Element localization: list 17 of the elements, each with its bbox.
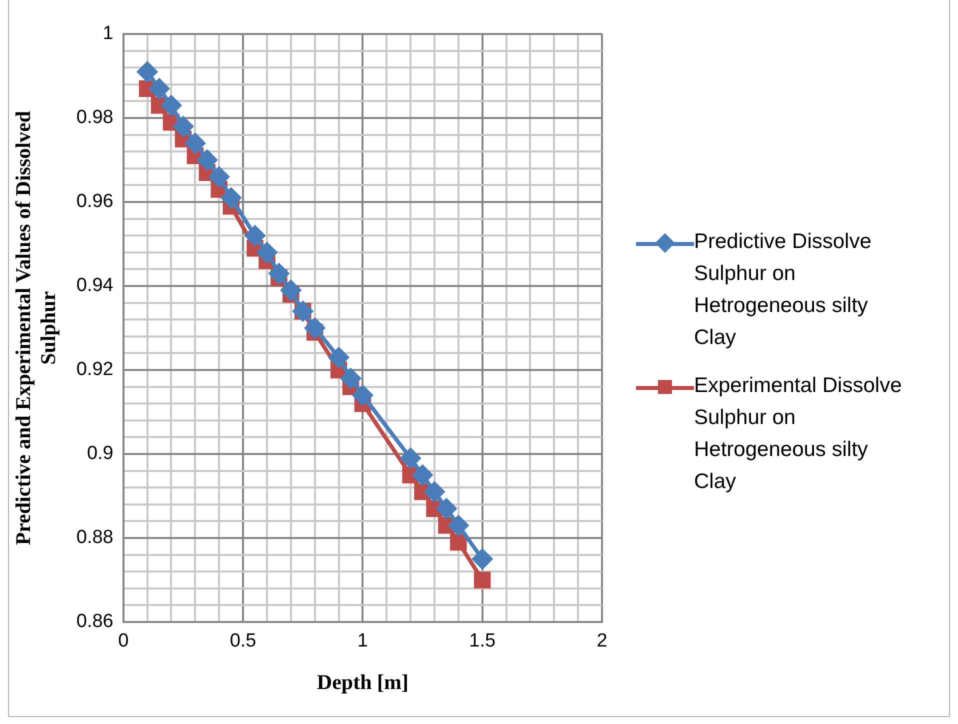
y-tick-label: 0.96 <box>76 191 114 212</box>
y-tick-label: 0.92 <box>76 359 114 380</box>
legend-label: Experimental Dissolve Sulphur on Hetrogeneous silty Clay <box>694 373 903 495</box>
y-axis-title: Predictive and Experimental Values of Dissolved Sulphur <box>11 110 60 546</box>
x-tick-label: 1 <box>357 630 368 652</box>
y-tick-label: 1 <box>102 23 114 44</box>
y-tick-label: 0.9 <box>86 443 114 464</box>
y-tick-label: 0.88 <box>76 527 114 548</box>
x-tick-label: 0.5 <box>230 630 256 652</box>
x-tick-label: 2 <box>596 630 608 652</box>
y-tick-label: 0.98 <box>76 107 114 128</box>
x-tick-label: 1.5 <box>469 630 496 652</box>
legend-label: Predictive Dissolve Sulphur on Hetrogeneous silty Clay <box>694 229 872 351</box>
x-tick-label: 0 <box>118 630 129 652</box>
y-tick-label: 0.94 <box>76 275 114 296</box>
y-tick-label: 0.86 <box>76 611 114 632</box>
x-axis-title: Depth [m] <box>316 670 408 694</box>
